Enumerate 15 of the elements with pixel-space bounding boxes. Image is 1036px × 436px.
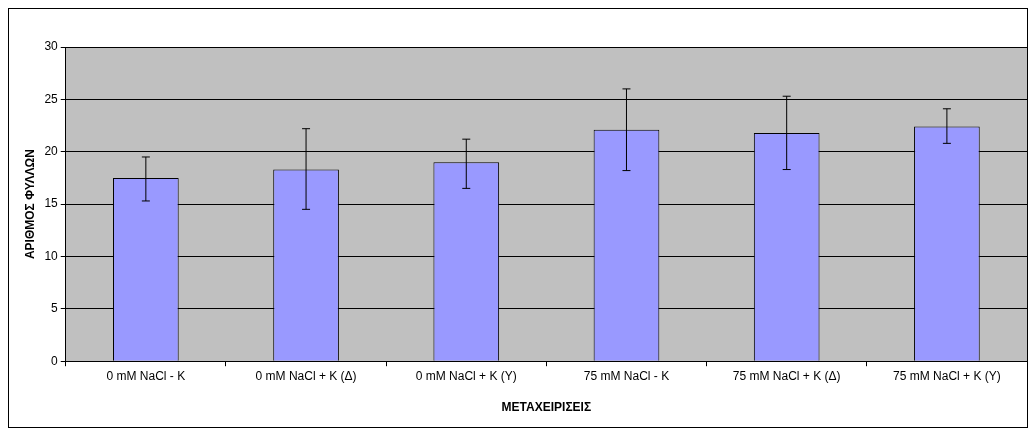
y-tick-label: 15 (44, 196, 59, 211)
x-tick-label: 75 mM NaCl + K (Δ) (732, 368, 841, 383)
y-tick-label: 20 (44, 144, 59, 159)
x-tick-label: 75 mM NaCl + K (Υ) (893, 368, 1001, 383)
y-tick-label: 5 (51, 301, 59, 316)
x-tick-label: 75 mM NaCl - K (583, 368, 670, 383)
x-axis-title: ΜΕΤΑΧΕΙΡΙΣΕΙΣ (501, 400, 592, 415)
y-tick-label: 0 (51, 353, 59, 368)
x-tick-label: 0 mM NaCl + K (Δ) (255, 368, 357, 383)
y-axis-title: ΑΡΙΘΜΟΣ ΦΥΛΛΩΝ (22, 149, 37, 260)
y-tick-label: 10 (44, 248, 59, 263)
x-tick-label: 0 mM NaCl - K (106, 368, 186, 383)
x-tick-label: 0 mM NaCl + K (Υ) (415, 368, 517, 383)
y-tick-label: 30 (44, 39, 59, 54)
y-tick-label: 25 (44, 91, 59, 106)
